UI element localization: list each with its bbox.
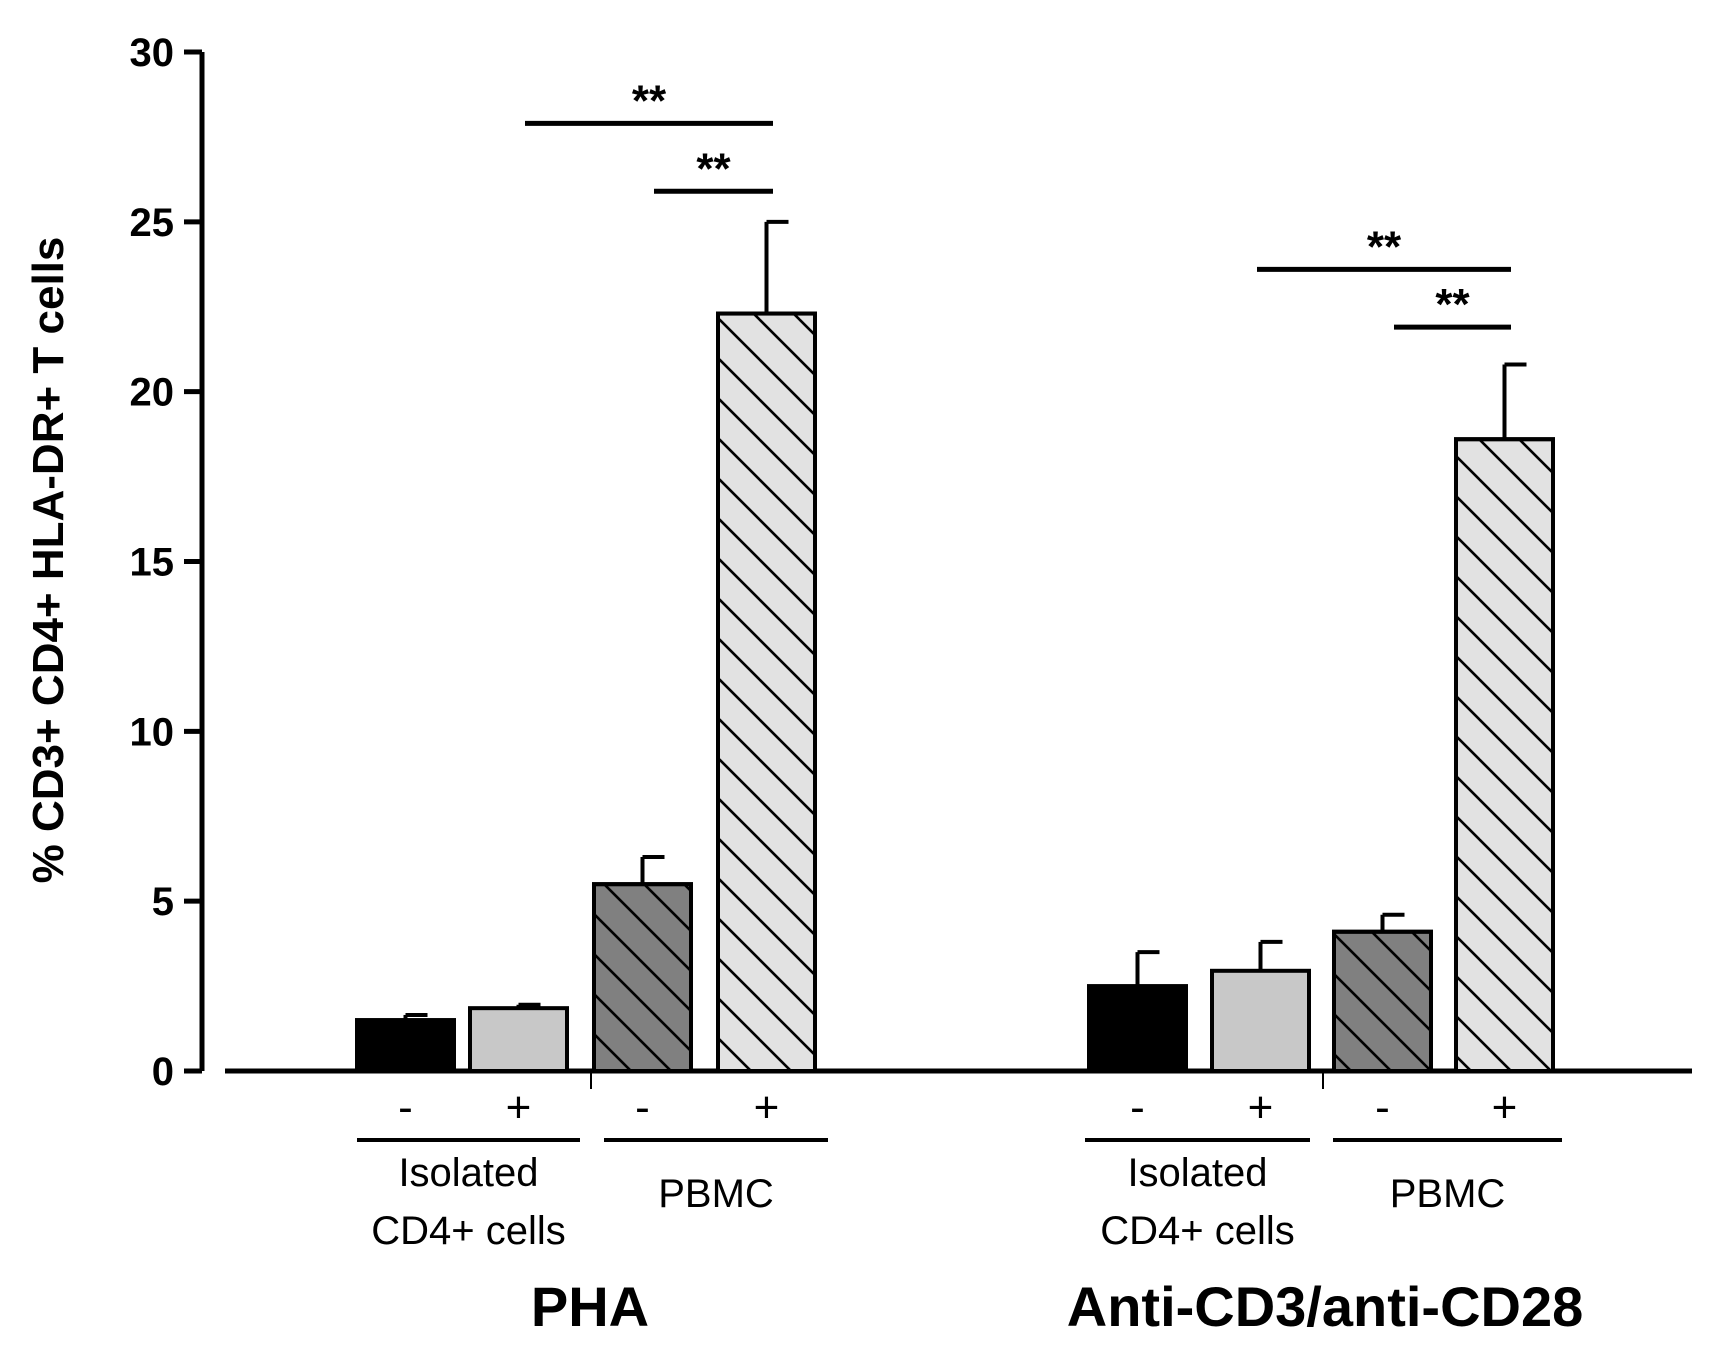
bar-hatch (1454, 437, 1555, 1074)
subgroup-label: CD4+ cells (371, 1209, 566, 1253)
bar-hatch (716, 311, 817, 1073)
significance-label: ** (1367, 222, 1402, 271)
y-tick-label: 25 (130, 201, 175, 245)
bars (355, 219, 1555, 1074)
bar-hatch (592, 882, 693, 1074)
y-tick-label: 15 (130, 541, 175, 585)
condition-sign: - (398, 1083, 413, 1132)
subgroup-label: Isolated (398, 1151, 538, 1195)
bar (355, 1018, 456, 1073)
subgroup-label: Isolated (1127, 1151, 1267, 1195)
significance-annotations: ** ** ** ** (525, 76, 1511, 330)
y-tick-label: 30 (130, 31, 175, 75)
condition-sign: - (635, 1083, 650, 1132)
subgroup-label: CD4+ cells (1100, 1209, 1295, 1253)
significance-label: ** (696, 144, 731, 193)
y-tick-label: 5 (152, 880, 174, 924)
significance-label: ** (632, 76, 667, 125)
group-label: PHA (531, 1275, 649, 1338)
condition-sign: + (1248, 1083, 1274, 1132)
group-label: Anti-CD3/anti-CD28 (1067, 1275, 1583, 1338)
condition-sign: + (506, 1083, 532, 1132)
y-axis-label: % CD3+ CD4+ HLA-DR+ T cells (24, 237, 73, 884)
bar-hatch (1332, 929, 1433, 1074)
subgroup-label: PBMC (658, 1172, 774, 1216)
bar (1210, 968, 1311, 1074)
condition-sign: - (1375, 1083, 1390, 1132)
condition-sign: + (754, 1083, 780, 1132)
bar (1087, 984, 1188, 1073)
subgroup-label: PBMC (1390, 1172, 1506, 1216)
significance-label: ** (1435, 280, 1470, 329)
bar (468, 1006, 569, 1074)
y-tick-label: 10 (130, 710, 175, 754)
condition-sign: + (1492, 1083, 1518, 1132)
y-tick-label: 20 (130, 371, 175, 415)
condition-sign: - (1130, 1083, 1145, 1132)
category-labels: - + - + Isolated CD4+ cells PBMC PHA - + - + Isolate… (357, 1071, 1583, 1338)
y-tick-label: 0 (152, 1050, 174, 1094)
